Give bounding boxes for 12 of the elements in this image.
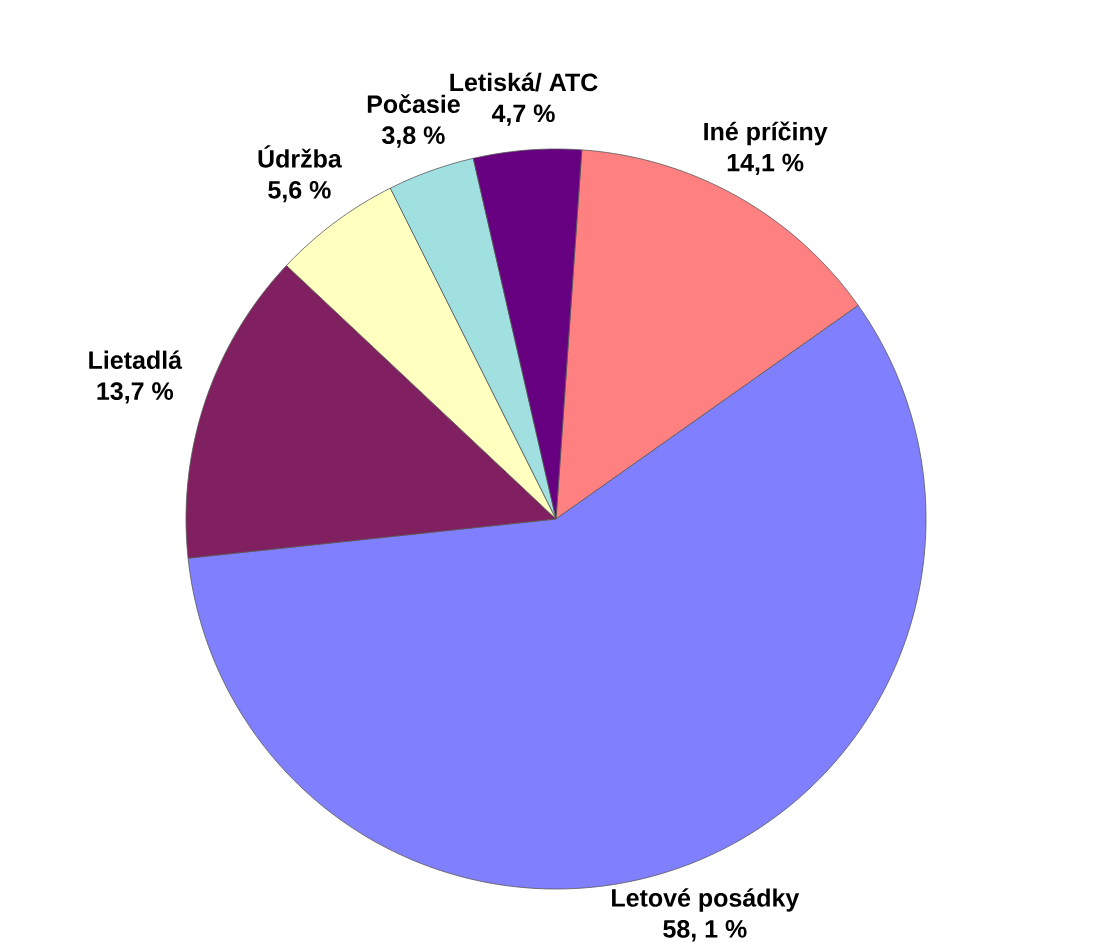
slice-label: Letiská/ ATC (450, 72, 598, 92)
slice-label: Údržba (258, 145, 342, 168)
slice-label: Lietadlá (89, 350, 183, 369)
data-label: 58, 1 % (663, 919, 747, 942)
data-label: 13,7 % (97, 382, 174, 404)
data-label: 5,6 % (268, 180, 331, 203)
slice-label: Letové posádky (612, 887, 800, 912)
data-label: 3,8 % (382, 126, 445, 148)
data-label: 4,7 % (491, 104, 555, 126)
slice-label: Počasie (367, 93, 460, 113)
data-label: 14,1 % (727, 153, 804, 175)
slice-label: Iné príčiny (704, 121, 828, 146)
